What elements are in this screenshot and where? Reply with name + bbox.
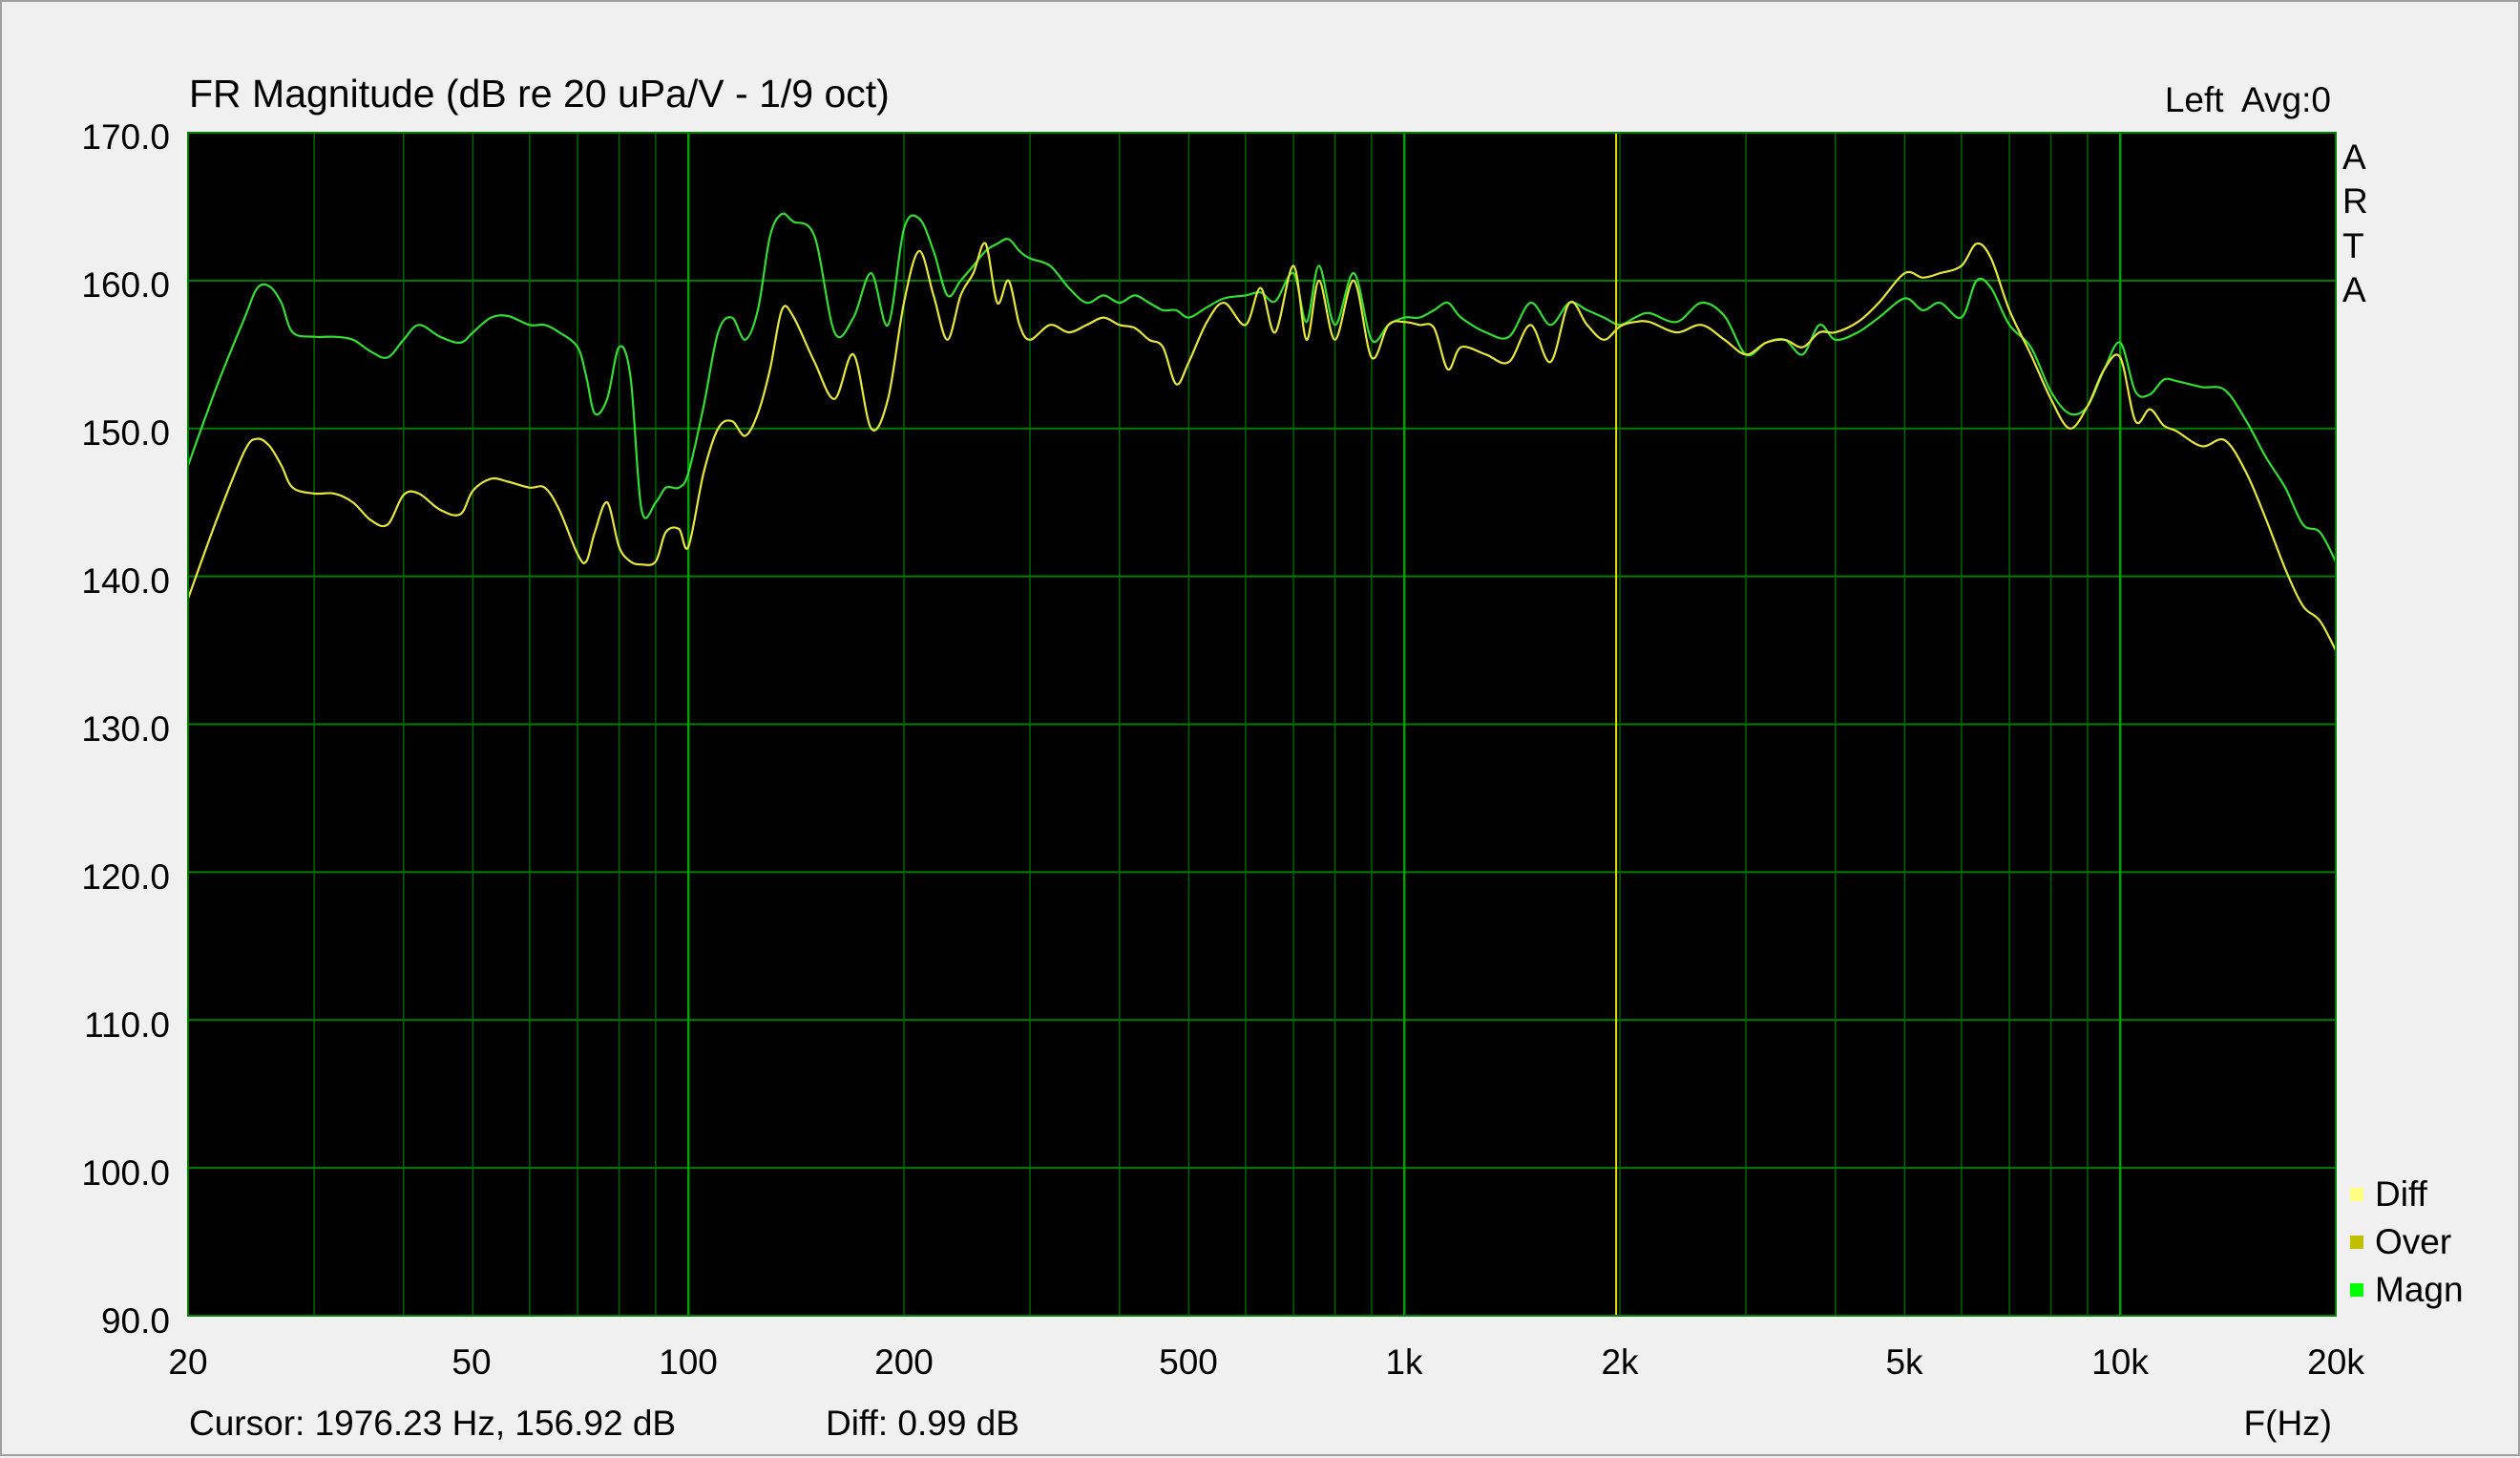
brand-letter: R — [2342, 181, 2368, 221]
y-tick-label: 90.0 — [100, 1301, 170, 1341]
y-tick-label: 140.0 — [81, 561, 170, 601]
plot-frame — [187, 132, 2337, 1317]
series-line-magn — [186, 212, 2337, 562]
brand-letter: A — [2342, 137, 2366, 177]
channel-average-label: Left Avg:0 — [2164, 80, 2331, 119]
x-tick-label: 100 — [659, 1342, 718, 1382]
chart-title: FR Magnitude (dB re 20 uPa/V - 1/9 oct) — [189, 72, 890, 116]
brand-letter: A — [2342, 270, 2366, 309]
legend-item-diff: Diff — [2350, 1176, 2427, 1212]
legend-label: Over — [2375, 1222, 2452, 1261]
series-lines — [186, 212, 2337, 651]
x-tick-label: 10k — [2091, 1342, 2149, 1382]
x-tick-label: 20 — [168, 1342, 208, 1382]
legend-item-over: Over — [2350, 1224, 2451, 1259]
legend-label: Diff — [2375, 1174, 2427, 1214]
y-tick-label: 170.0 — [81, 117, 170, 157]
series-line-over — [186, 242, 2337, 651]
x-tick-label: 2k — [1601, 1342, 1639, 1382]
y-tick-label: 160.0 — [81, 265, 170, 305]
brand-letter: T — [2342, 226, 2364, 265]
legend-item-magn: Magn — [2350, 1272, 2464, 1307]
legend-label: Magn — [2375, 1270, 2464, 1309]
x-tick-label: 20k — [2307, 1342, 2364, 1382]
y-tick-label: 100.0 — [81, 1153, 170, 1193]
y-tick-label: 130.0 — [81, 709, 170, 749]
x-tick-label: 5k — [1885, 1342, 1923, 1382]
x-tick-label: 200 — [874, 1342, 934, 1382]
y-tick-label: 120.0 — [81, 857, 170, 897]
x-tick-label: 50 — [452, 1342, 492, 1382]
x-axis-label: F(Hz) — [2243, 1404, 2332, 1443]
x-tick-label: 1k — [1385, 1342, 1423, 1382]
legend-swatch — [2350, 1187, 2363, 1201]
legend-swatch — [2350, 1282, 2363, 1297]
y-tick-label: 150.0 — [81, 413, 170, 453]
legend-swatch — [2350, 1235, 2363, 1249]
diff-readout: Diff: 0.99 dB — [826, 1404, 1019, 1443]
cursor-readout: Cursor: 1976.23 Hz, 156.92 dB — [189, 1404, 677, 1443]
x-tick-label: 500 — [1159, 1342, 1218, 1382]
y-tick-label: 110.0 — [84, 1005, 170, 1045]
